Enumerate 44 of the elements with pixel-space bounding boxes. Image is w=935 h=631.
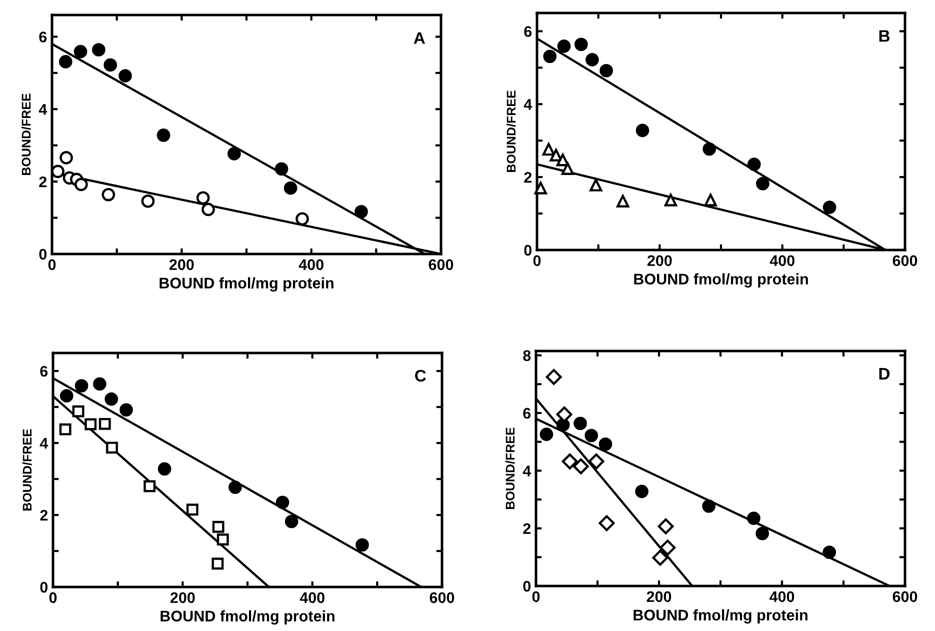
y-tick-label: 6 — [39, 32, 47, 42]
x-tick-label: 0 — [49, 592, 57, 604]
y-tick-label: 6 — [40, 366, 48, 377]
annotation: B — [879, 30, 890, 42]
x-tick-label: 200 — [169, 259, 194, 270]
x-axis-title: BOUND fmol/mg protein — [160, 277, 334, 292]
annotation: C — [415, 370, 426, 382]
x-tick-label: 200 — [646, 591, 672, 602]
y-tick-label: 0 — [40, 582, 48, 593]
x-tick-label: 600 — [428, 259, 454, 270]
y-axis-title: BOUND/FREE — [22, 429, 32, 510]
y-axis-title: BOUND/FREE — [506, 90, 516, 172]
y-axis-title: BOUND/FREE — [505, 428, 515, 509]
x-tick-label: 0 — [533, 255, 541, 266]
y-tick-label: 4 — [38, 104, 48, 115]
y-tick-label: 0 — [524, 244, 532, 256]
y-tick-label: 4 — [522, 466, 532, 476]
x-tick-label: 400 — [298, 259, 324, 270]
y-tick-label: 2 — [39, 176, 47, 188]
x-tick-label: 200 — [170, 592, 195, 604]
y-tick-label: 2 — [523, 523, 531, 534]
y-tick-label: 4 — [40, 438, 48, 449]
y-tick-label: 6 — [524, 26, 532, 37]
x-axis-title: BOUND fmol/mg protein — [634, 273, 808, 288]
x-tick-label: 400 — [300, 592, 324, 604]
x-tick-label: 200 — [647, 255, 672, 266]
x-tick-label: 600 — [892, 255, 918, 266]
x-tick-label: 0 — [532, 591, 540, 602]
y-tick-label: 8 — [523, 350, 531, 362]
annotation: D — [879, 368, 890, 380]
y-tick-label: 2 — [524, 172, 532, 183]
annotation: A — [414, 32, 425, 44]
x-tick-label: 400 — [769, 591, 794, 602]
x-axis-title: BOUND fmol/mg protein — [160, 610, 334, 625]
x-axis-title: BOUND fmol/mg protein — [634, 609, 808, 624]
y-tick-label: 2 — [40, 510, 48, 521]
x-tick-label: 600 — [430, 592, 454, 604]
y-tick-label: 4 — [524, 99, 532, 110]
y-tick-label: 6 — [523, 408, 531, 419]
y-axis-title: BOUND/FREE — [21, 94, 31, 175]
x-tick-label: 600 — [892, 591, 918, 602]
x-tick-label: 400 — [770, 255, 794, 266]
y-tick-label: 0 — [523, 580, 531, 592]
x-tick-label: 0 — [48, 259, 56, 270]
